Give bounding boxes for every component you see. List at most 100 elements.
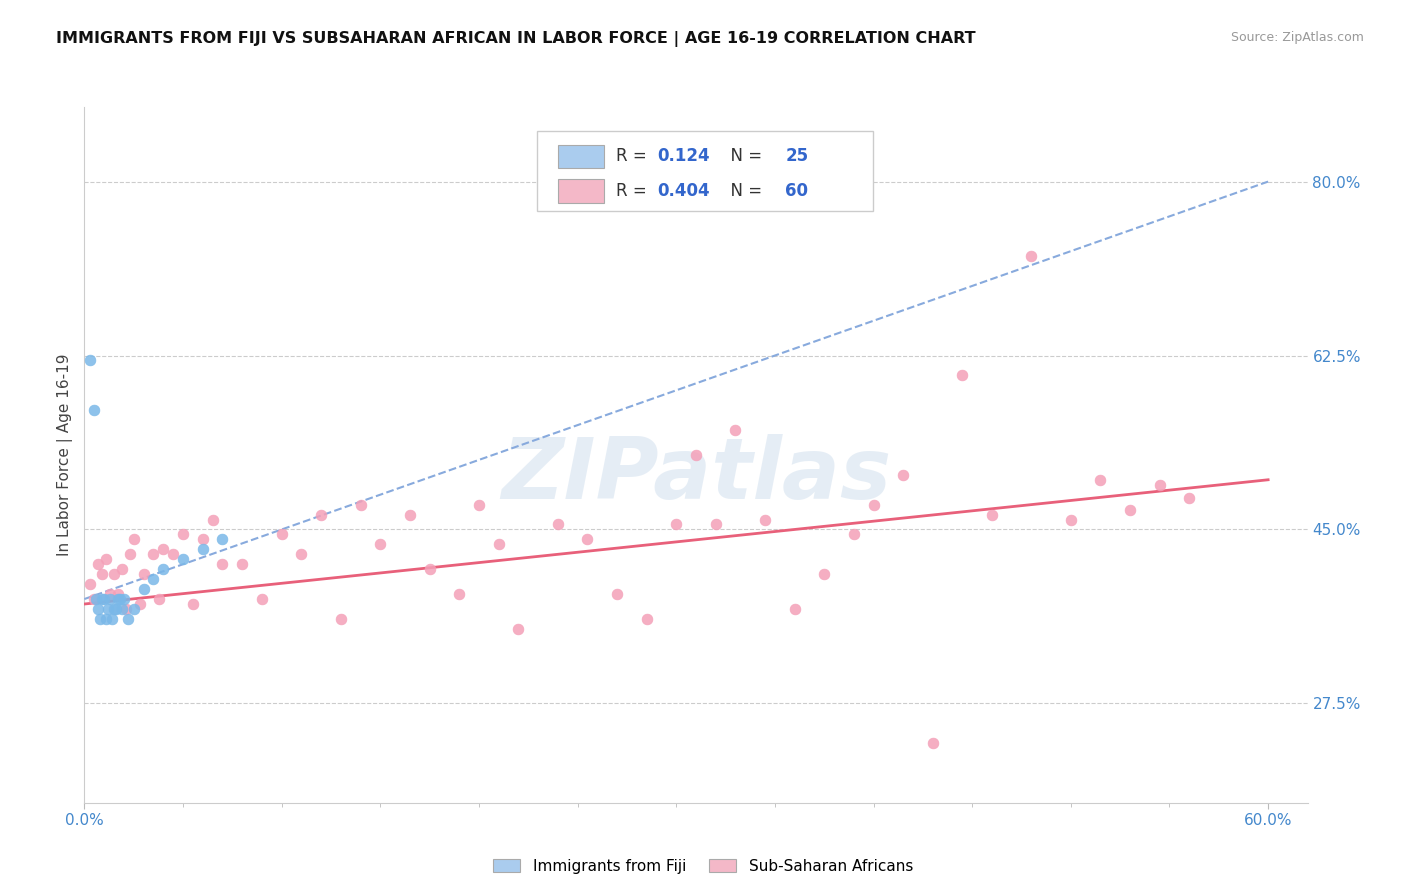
Point [606, 587, 628, 601]
Point [79, 577, 101, 591]
Point [950, 368, 973, 383]
Point [488, 537, 510, 551]
Point [754, 512, 776, 526]
Point [724, 423, 747, 437]
Text: N =: N = [720, 182, 768, 200]
Point [783, 602, 806, 616]
FancyBboxPatch shape [537, 131, 873, 211]
Point [97, 602, 120, 616]
Point [122, 602, 145, 616]
Point [1178, 491, 1201, 505]
Point [162, 547, 184, 561]
Point [83, 592, 105, 607]
Point [91, 592, 114, 607]
Text: N =: N = [720, 147, 768, 165]
Text: R =: R = [616, 182, 652, 200]
Point [98, 592, 121, 607]
Point [419, 562, 441, 576]
Point [83, 403, 105, 417]
Point [117, 612, 139, 626]
Point [111, 602, 134, 616]
Point [79, 353, 101, 368]
Point [107, 592, 129, 607]
Point [980, 508, 1002, 522]
Point [1090, 473, 1112, 487]
Text: ZIPatlas: ZIPatlas [501, 434, 891, 517]
Point [547, 517, 569, 532]
Point [290, 547, 312, 561]
Point [122, 533, 145, 547]
Point [399, 508, 422, 522]
Y-axis label: In Labor Force | Age 16-19: In Labor Force | Age 16-19 [58, 353, 73, 557]
Point [172, 552, 194, 566]
Point [152, 562, 174, 576]
Point [191, 533, 214, 547]
Point [368, 537, 391, 551]
Point [211, 533, 233, 547]
Point [665, 517, 688, 532]
Point [132, 567, 155, 582]
Point [94, 612, 117, 626]
Point [704, 517, 727, 532]
Point [152, 542, 174, 557]
Point [118, 547, 141, 561]
Point [636, 612, 658, 626]
Point [111, 562, 134, 576]
Point [142, 572, 165, 586]
Point [201, 512, 224, 526]
Point [231, 558, 253, 572]
Point [142, 547, 165, 561]
Point [1119, 502, 1142, 516]
Text: Source: ZipAtlas.com: Source: ZipAtlas.com [1230, 31, 1364, 45]
Point [89, 612, 111, 626]
Point [181, 597, 204, 611]
Point [813, 567, 835, 582]
Text: R =: R = [616, 147, 652, 165]
Point [1021, 249, 1043, 263]
Point [84, 592, 107, 607]
Point [87, 558, 110, 572]
Point [104, 602, 127, 616]
Text: 0.124: 0.124 [657, 147, 710, 165]
Point [107, 587, 129, 601]
Point [94, 552, 117, 566]
Point [329, 612, 352, 626]
Point [128, 597, 150, 611]
Point [103, 567, 125, 582]
Text: 60: 60 [786, 182, 808, 200]
Point [101, 612, 124, 626]
Point [108, 592, 131, 607]
Point [576, 533, 599, 547]
Point [98, 587, 121, 601]
Point [112, 592, 135, 607]
Point [309, 508, 332, 522]
Point [87, 602, 110, 616]
Point [172, 527, 194, 541]
Point [250, 592, 273, 607]
Point [1060, 512, 1083, 526]
Point [468, 498, 491, 512]
Point [191, 542, 214, 557]
Point [685, 448, 707, 462]
FancyBboxPatch shape [558, 145, 605, 169]
Point [270, 527, 292, 541]
Point [921, 736, 943, 750]
Point [891, 467, 914, 482]
Point [103, 602, 125, 616]
Point [508, 622, 530, 636]
Legend: Immigrants from Fiji, Sub-Saharan Africans: Immigrants from Fiji, Sub-Saharan Africa… [486, 853, 920, 880]
Point [842, 527, 865, 541]
Text: IMMIGRANTS FROM FIJI VS SUBSAHARAN AFRICAN IN LABOR FORCE | AGE 16-19 CORRELATIO: IMMIGRANTS FROM FIJI VS SUBSAHARAN AFRIC… [56, 31, 976, 47]
Point [148, 592, 170, 607]
Text: 0.404: 0.404 [657, 182, 710, 200]
FancyBboxPatch shape [558, 179, 605, 203]
Point [132, 582, 155, 596]
Point [862, 498, 884, 512]
Text: 25: 25 [786, 147, 808, 165]
Point [91, 567, 114, 582]
Point [114, 602, 136, 616]
Point [93, 592, 115, 607]
Point [349, 498, 371, 512]
Point [1149, 477, 1171, 491]
Point [211, 558, 233, 572]
